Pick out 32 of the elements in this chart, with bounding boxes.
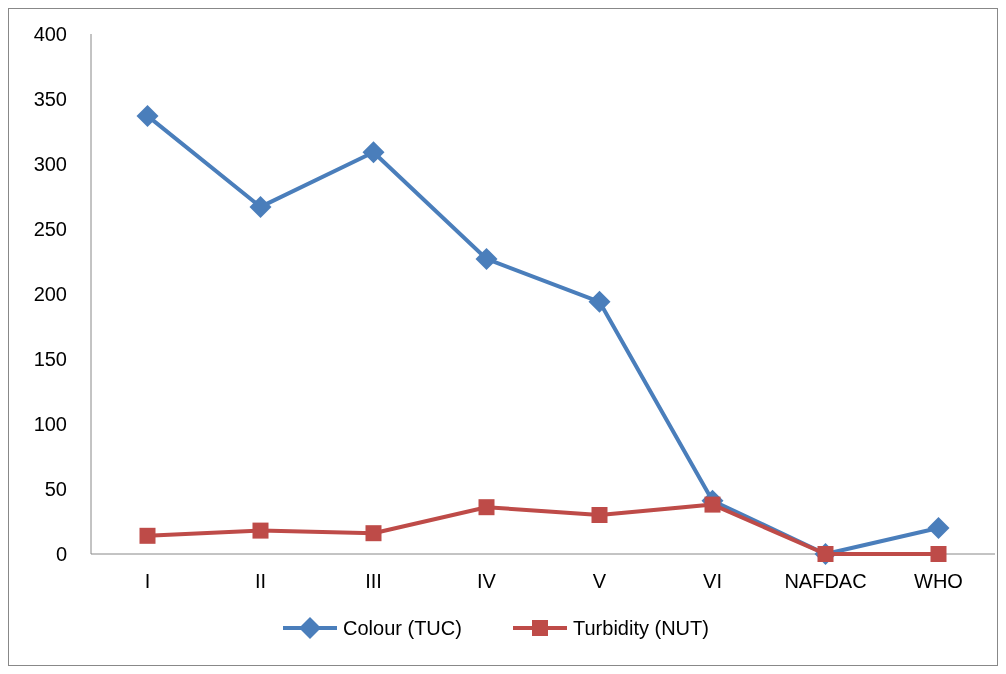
point xyxy=(927,517,950,539)
y-tick-label: 400 xyxy=(33,23,67,45)
y-tick-label: 100 xyxy=(33,413,67,435)
x-tick-label: NAFDAC xyxy=(784,570,867,592)
point xyxy=(139,527,156,544)
legend-label: Turbidity (NUT) xyxy=(573,617,709,639)
x-tick-label: III xyxy=(365,570,382,592)
x-tick-label: V xyxy=(592,570,607,592)
point xyxy=(252,522,269,539)
x-tick-label: VI xyxy=(703,570,722,592)
y-tick-label: 0 xyxy=(55,543,67,565)
point xyxy=(930,546,947,562)
y-tick-label: 350 xyxy=(33,88,67,110)
point xyxy=(588,290,611,313)
point xyxy=(249,195,272,218)
y-tick-label: 300 xyxy=(33,153,67,175)
x-tick-label: II xyxy=(254,570,267,592)
point xyxy=(478,499,495,516)
point xyxy=(136,104,159,127)
point xyxy=(365,525,382,542)
x-tick-label: WHO xyxy=(914,570,963,592)
point xyxy=(591,507,608,523)
y-tick-label: 250 xyxy=(33,218,67,240)
x-tick-label: I xyxy=(144,570,151,592)
y-tick-label: 50 xyxy=(44,478,67,500)
y-tick-label: 200 xyxy=(33,283,67,305)
x-tick-label: IV xyxy=(477,570,497,592)
point xyxy=(362,141,385,164)
y-tick-label: 150 xyxy=(33,348,67,370)
point xyxy=(704,496,721,513)
legend-label: Colour (TUC) xyxy=(343,617,462,639)
point xyxy=(475,247,498,270)
